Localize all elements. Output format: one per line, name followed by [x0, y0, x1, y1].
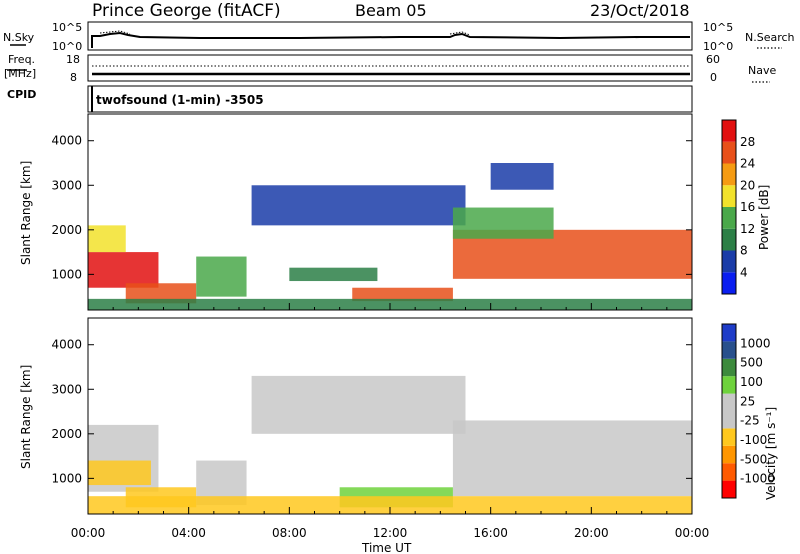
- x-tick-label: 08:00: [272, 526, 307, 540]
- y-tick-label: 4000: [51, 134, 82, 148]
- beam-title: Beam 05: [355, 1, 427, 20]
- freq-panel: Freq. [MHz] 18 8 60 0 Nave: [4, 53, 776, 84]
- velocity-colorbar-segment: [722, 393, 736, 411]
- nsky-trace: [91, 31, 690, 48]
- power-colorbar-segment: [722, 141, 736, 164]
- nsearch-trace: [99, 30, 471, 36]
- date-title: 23/Oct/2018: [590, 1, 690, 20]
- x-tick-label: 04:00: [171, 526, 206, 540]
- time-xlabel: Time UT: [361, 541, 412, 554]
- velocity-colorbar-label: Velocity [m s⁻¹]: [764, 407, 778, 500]
- power-colorbar-tick: 20: [740, 178, 755, 192]
- power-colorbar-tick: 16: [740, 200, 755, 214]
- velocity-colorbar-tick: -25: [740, 414, 760, 428]
- nsky-tick-high: 10^5: [52, 21, 82, 34]
- velocity-colorbar-tick: -100: [740, 433, 767, 447]
- power-region: [289, 267, 378, 282]
- freq-label: Freq.: [8, 53, 35, 66]
- freq-tick-low: 8: [70, 71, 77, 84]
- power-ylabel: Slant Range [km]: [19, 161, 33, 265]
- freq-tick-high: 18: [66, 53, 80, 66]
- velocity-region: [251, 375, 466, 434]
- power-y-axis: 1000 2000 3000 4000: [51, 134, 693, 310]
- nave-tick-low: 0: [710, 71, 717, 84]
- y-tick-label: 3000: [51, 382, 82, 396]
- y-tick-label: 3000: [51, 178, 82, 192]
- velocity-colorbar-tick: 25: [740, 394, 755, 408]
- velocity-colorbar-segment: [722, 411, 736, 429]
- nsky-panel: N.Sky 10^5 10^0 10^5 10^0 N.Search: [3, 21, 795, 53]
- nsearch-label: N.Search: [745, 31, 795, 44]
- nsky-label: N.Sky: [3, 31, 35, 44]
- y-tick-label: 4000: [51, 338, 82, 352]
- velocity-region: [88, 460, 151, 486]
- cpid-label: CPID: [7, 88, 36, 101]
- power-colorbar-tick: 8: [740, 244, 748, 258]
- x-tick-label: 00:00: [675, 526, 710, 540]
- velocity-ylabel: Slant Range [km]: [19, 365, 33, 469]
- freq-unit: [MHz]: [4, 67, 36, 80]
- power-colorbar-tick: 24: [740, 157, 755, 171]
- velocity-colorbar: 1000 500 100 25 -25 -100 -500 -1000: [721, 323, 775, 499]
- nsearch-tick-low: 10^0: [703, 40, 733, 53]
- x-tick-label: 20:00: [574, 526, 609, 540]
- velocity-region: [452, 420, 692, 497]
- velocity-colorbar-segment: [722, 428, 736, 446]
- power-region: [88, 225, 126, 253]
- velocity-data: [88, 375, 692, 514]
- power-colorbar: 28 24 20 16 12 8 4: [721, 119, 755, 295]
- velocity-colorbar-tick: 1000: [740, 336, 771, 350]
- nsky-tick-low: 10^0: [52, 40, 82, 53]
- power-colorbar-segment: [722, 163, 736, 186]
- velocity-colorbar-segment: [722, 480, 736, 498]
- x-tick-label: 16:00: [473, 526, 508, 540]
- velocity-colorbar-tick: 500: [740, 356, 763, 370]
- power-colorbar-tick: 28: [740, 135, 755, 149]
- power-region: [88, 252, 159, 288]
- power-colorbar-segment: [722, 120, 736, 142]
- velocity-colorbar-tick: 100: [740, 375, 763, 389]
- velocity-region: [88, 496, 692, 514]
- power-colorbar-segment: [722, 185, 736, 207]
- power-colorbar-segment: [722, 250, 736, 273]
- station-title: Prince George (fitACF): [92, 1, 281, 21]
- x-tick-label: 12:00: [373, 526, 408, 540]
- power-colorbar-segment: [722, 228, 736, 251]
- power-region: [452, 207, 554, 239]
- power-colorbar-label: Power [dB]: [757, 185, 771, 250]
- velocity-colorbar-tick: -500: [740, 452, 767, 466]
- velocity-colorbar-segment: [722, 376, 736, 394]
- power-region: [251, 185, 466, 226]
- velocity-colorbar-segment: [722, 358, 736, 377]
- y-tick-label: 1000: [51, 471, 82, 485]
- power-region: [196, 256, 247, 297]
- velocity-colorbar-tick: -1000: [740, 472, 775, 486]
- y-tick-label: 2000: [51, 223, 82, 237]
- nave-label: Nave: [748, 64, 776, 77]
- power-colorbar-tick: 4: [740, 265, 748, 279]
- power-colorbar-segment: [722, 272, 736, 294]
- nave-tick-high: 60: [706, 53, 720, 66]
- power-region: [490, 163, 554, 190]
- power-colorbar-segment: [722, 207, 736, 229]
- velocity-colorbar-segment: [722, 463, 736, 481]
- power-panel: 1000 2000 3000 4000 Slant Range [km] 28 24 20…: [19, 113, 771, 311]
- velocity-panel: 1000 2000 3000 4000 Slant Range [km] 1000 50…: [19, 317, 778, 554]
- velocity-colorbar-segment: [722, 445, 736, 464]
- y-tick-label: 2000: [51, 427, 82, 441]
- cpid-value: twofsound (1-min) -3505: [96, 93, 264, 107]
- cpid-panel: CPID twofsound (1-min) -3505: [7, 85, 693, 113]
- y-tick-label: 1000: [51, 267, 82, 281]
- power-data: [88, 163, 692, 310]
- power-region: [352, 287, 453, 302]
- velocity-colorbar-segment: [722, 341, 736, 359]
- time-x-axis: 00:00 04:00 08:00 12:00 16:00 20:00 00:00: [71, 526, 710, 540]
- nsearch-tick-high: 10^5: [703, 21, 733, 34]
- velocity-colorbar-segment: [722, 324, 736, 342]
- velocity-y-axis: 1000 2000 3000 4000: [51, 338, 693, 514]
- power-colorbar-tick: 12: [740, 222, 755, 236]
- power-region: [125, 283, 197, 304]
- x-tick-label: 00:00: [71, 526, 106, 540]
